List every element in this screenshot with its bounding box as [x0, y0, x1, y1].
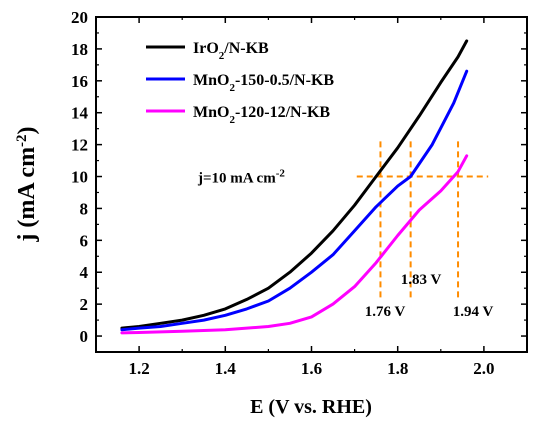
potential-label-3: 1.94 V — [453, 304, 494, 320]
y-tick-label: 12 — [71, 136, 88, 155]
series-line-1 — [120, 39, 469, 330]
annotations: j=10 mA cm-2 1.76 V 1.83 V 1.94 V — [197, 168, 493, 320]
y-tick-label: 6 — [80, 231, 89, 250]
reference-line-label: j=10 mA cm-2 — [197, 168, 285, 187]
series-group — [120, 39, 469, 335]
y-tick-label: 8 — [80, 199, 89, 218]
y-axis-title: j (mA cm-2) — [14, 126, 40, 242]
potential-label-1: 1.76 V — [365, 304, 406, 320]
y-axis: 0 2 4 6 8 10 12 14 16 18 20 — [71, 8, 527, 346]
y-tick-label: 0 — [80, 327, 89, 346]
legend-label-part: MnO — [193, 104, 229, 121]
y-tick-label: 10 — [71, 168, 88, 187]
reference-label-main: j=10 mA cm — [197, 171, 276, 187]
x-tick-label: 1.4 — [215, 359, 237, 378]
x-tick-label: 2.0 — [473, 359, 494, 378]
plot-frame — [95, 16, 528, 353]
x-tick-label: 1.8 — [387, 359, 408, 378]
y-tick-label: 18 — [71, 40, 88, 59]
x-axis-title: E (V vs. RHE) — [250, 396, 372, 418]
legend-label-subscript: 2 — [229, 82, 235, 94]
y-tick-label: 4 — [80, 263, 89, 282]
series-line-2 — [120, 69, 469, 332]
series-line-3 — [120, 154, 469, 335]
y-tick-label: 16 — [71, 72, 88, 91]
x-tick-label: 1.2 — [128, 359, 149, 378]
legend-label-part: -120-12/N-KB — [235, 104, 330, 121]
legend-label-subscript: 2 — [219, 50, 225, 62]
legend-label-part: MnO — [193, 72, 229, 89]
potential-label-2: 1.83 V — [401, 272, 442, 288]
legend-label-3: MnO2-120-12/N-KB — [193, 104, 330, 126]
legend-label-subscript: 2 — [229, 114, 235, 126]
y-axis-title-close: ) — [14, 126, 40, 134]
legend: IrO2/N-KBMnO2-150-0.5/N-KBMnO2-120-12/N-… — [146, 40, 334, 126]
y-axis-title-sup: -2 — [14, 134, 30, 147]
legend-label-1: IrO2/N-KB — [193, 40, 269, 62]
legend-label-part: IrO — [193, 40, 219, 57]
y-tick-label: 20 — [71, 8, 88, 27]
reference-label-sup: -2 — [276, 168, 286, 180]
legend-label-part: -150-0.5/N-KB — [235, 72, 334, 89]
y-tick-label: 14 — [71, 104, 89, 123]
legend-label-part: /N-KB — [223, 40, 269, 57]
reference-lines — [356, 141, 489, 301]
x-axis: 1.2 1.4 1.6 1.8 2.0 — [95, 17, 495, 378]
x-tick-label: 1.6 — [301, 359, 322, 378]
y-tick-label: 2 — [80, 295, 89, 314]
legend-label-2: MnO2-150-0.5/N-KB — [193, 72, 334, 94]
y-axis-title-main: j (mA cm — [14, 147, 40, 243]
